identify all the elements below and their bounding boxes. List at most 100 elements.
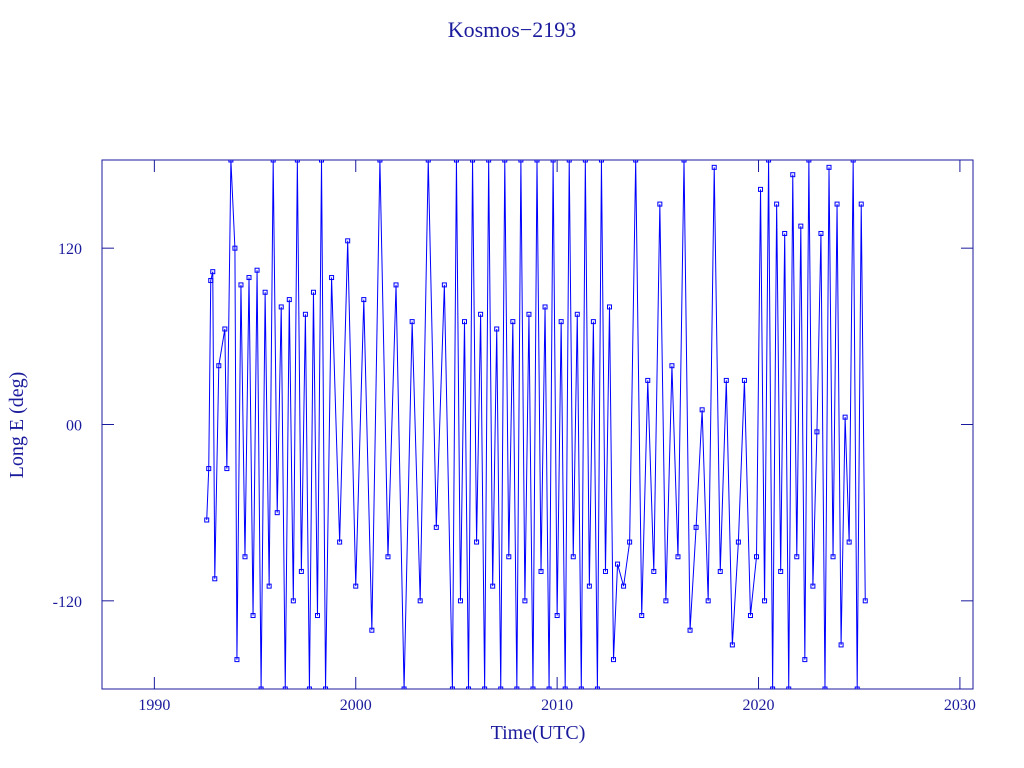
point-marker	[645, 377, 651, 383]
point-marker	[433, 524, 439, 530]
point-marker	[250, 613, 256, 619]
point-marker	[818, 230, 824, 236]
y-tick-label: -120	[53, 594, 82, 611]
point-marker	[711, 164, 717, 170]
point-marker	[228, 160, 234, 163]
point-marker	[518, 160, 524, 163]
point-marker	[570, 554, 576, 560]
point-marker	[222, 326, 228, 332]
point-marker	[449, 686, 455, 689]
point-marker	[522, 598, 528, 604]
point-marker	[687, 627, 693, 633]
point-marker	[542, 304, 548, 310]
point-marker	[723, 377, 729, 383]
point-marker	[290, 598, 296, 604]
point-marker	[834, 201, 840, 207]
point-marker	[717, 568, 723, 574]
point-marker	[802, 657, 808, 663]
point-marker	[306, 686, 312, 689]
point-marker	[693, 524, 699, 530]
point-marker	[393, 282, 399, 288]
point-marker	[602, 568, 608, 574]
point-marker	[786, 686, 792, 689]
point-marker	[657, 201, 663, 207]
point-marker	[794, 554, 800, 560]
point-marker	[425, 160, 431, 163]
point-marker	[770, 686, 776, 689]
x-tick-label: 2020	[743, 697, 775, 714]
point-marker	[286, 297, 292, 303]
point-marker	[294, 160, 300, 163]
point-marker	[417, 598, 423, 604]
point-marker	[627, 539, 633, 545]
point-marker	[675, 554, 681, 560]
point-marker	[611, 657, 617, 663]
point-marker	[705, 598, 711, 604]
point-marker	[534, 160, 540, 163]
point-marker	[369, 627, 375, 633]
point-marker	[554, 613, 560, 619]
point-marker	[457, 598, 463, 604]
point-marker	[238, 282, 244, 288]
point-marker	[578, 686, 584, 689]
point-marker	[574, 311, 580, 317]
x-axis-label: Time(UTC)	[491, 722, 586, 744]
point-marker	[550, 160, 556, 163]
point-marker	[766, 160, 772, 163]
point-marker	[474, 539, 480, 545]
point-marker	[361, 297, 367, 303]
point-marker	[270, 160, 276, 163]
y-axis-label: Long E (deg)	[6, 372, 28, 479]
point-marker	[282, 686, 288, 689]
point-marker	[314, 613, 320, 619]
point-marker	[562, 686, 568, 689]
point-marker	[514, 686, 520, 689]
point-marker	[310, 289, 316, 295]
point-marker	[806, 160, 812, 163]
point-marker	[262, 289, 268, 295]
point-marker	[510, 319, 516, 325]
point-marker	[494, 326, 500, 332]
point-marker	[409, 319, 415, 325]
point-marker	[466, 686, 472, 689]
point-marker	[274, 510, 280, 516]
point-marker	[377, 160, 383, 163]
point-marker	[298, 568, 304, 574]
point-marker	[502, 160, 508, 163]
point-marker	[774, 201, 780, 207]
point-marker	[846, 539, 852, 545]
point-marker	[353, 583, 359, 589]
point-marker	[633, 160, 639, 163]
point-marker	[490, 583, 496, 589]
point-marker	[822, 686, 828, 689]
point-marker	[758, 186, 764, 192]
point-marker	[747, 613, 753, 619]
point-marker	[782, 230, 788, 236]
y-tick-label: 00	[66, 418, 82, 435]
point-marker	[729, 642, 735, 648]
series-line	[206, 160, 866, 689]
point-marker	[754, 554, 760, 560]
point-marker	[234, 657, 240, 663]
point-marker	[482, 686, 488, 689]
point-marker	[210, 269, 216, 275]
point-marker	[461, 319, 467, 325]
point-marker	[586, 583, 592, 589]
point-marker	[598, 160, 604, 163]
point-marker	[735, 539, 741, 545]
point-marker	[278, 304, 284, 310]
point-marker	[830, 554, 836, 560]
point-marker	[478, 311, 484, 317]
point-marker	[246, 275, 252, 281]
point-marker	[842, 414, 848, 420]
point-marker	[204, 517, 210, 523]
plot-area	[204, 160, 868, 689]
point-marker	[606, 304, 612, 310]
point-marker	[242, 554, 248, 560]
point-marker	[302, 311, 308, 317]
point-marker	[814, 429, 820, 435]
point-marker	[566, 160, 572, 163]
point-marker	[323, 686, 329, 689]
point-marker	[582, 160, 588, 163]
point-marker	[224, 466, 230, 472]
